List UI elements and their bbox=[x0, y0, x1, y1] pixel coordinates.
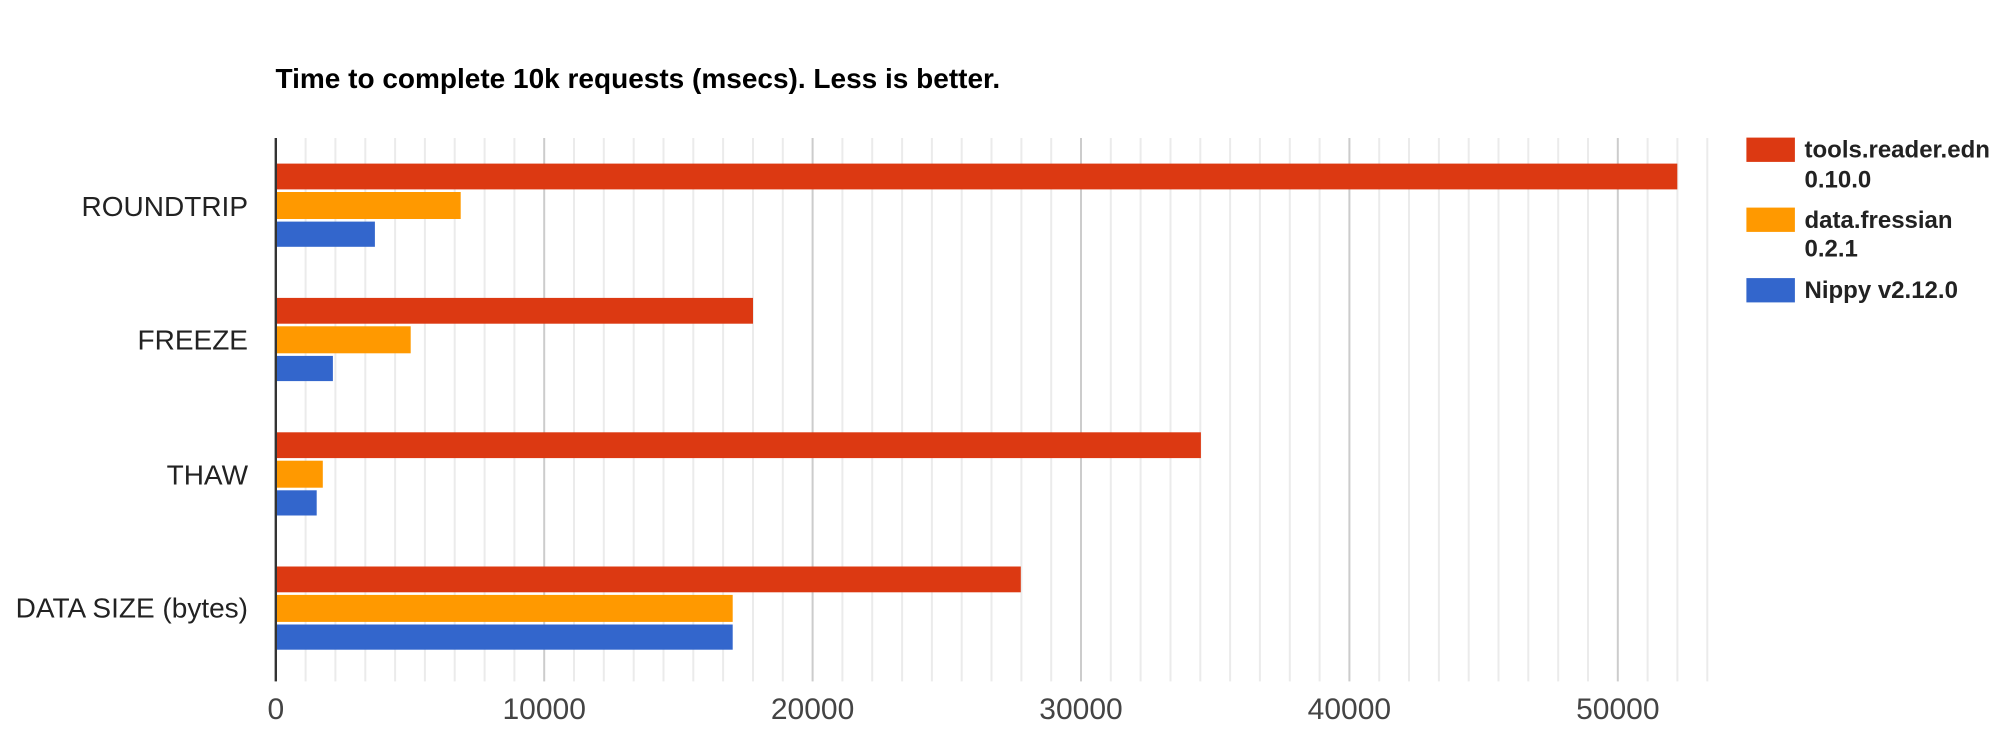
svg-text:ROUNDTRIP: ROUNDTRIP bbox=[82, 191, 248, 222]
svg-text:data.fressian: data.fressian bbox=[1805, 207, 1953, 234]
svg-text:20000: 20000 bbox=[771, 693, 854, 726]
svg-text:40000: 40000 bbox=[1308, 693, 1391, 726]
svg-text:50000: 50000 bbox=[1576, 693, 1659, 726]
svg-text:Time to complete 10k requests: Time to complete 10k requests (msecs). L… bbox=[276, 63, 1001, 94]
svg-text:FREEZE: FREEZE bbox=[138, 324, 248, 355]
svg-text:10000: 10000 bbox=[502, 693, 585, 726]
svg-text:DATA SIZE (bytes): DATA SIZE (bytes) bbox=[16, 592, 248, 623]
svg-text:30000: 30000 bbox=[1039, 693, 1122, 726]
svg-text:0.10.0: 0.10.0 bbox=[1805, 167, 1872, 194]
svg-text:THAW: THAW bbox=[167, 460, 249, 491]
svg-text:tools.reader.edn: tools.reader.edn bbox=[1805, 137, 1990, 164]
svg-text:Nippy v2.12.0: Nippy v2.12.0 bbox=[1805, 277, 1958, 304]
svg-text:0.2.1: 0.2.1 bbox=[1805, 236, 1858, 263]
svg-text:0: 0 bbox=[267, 693, 284, 726]
